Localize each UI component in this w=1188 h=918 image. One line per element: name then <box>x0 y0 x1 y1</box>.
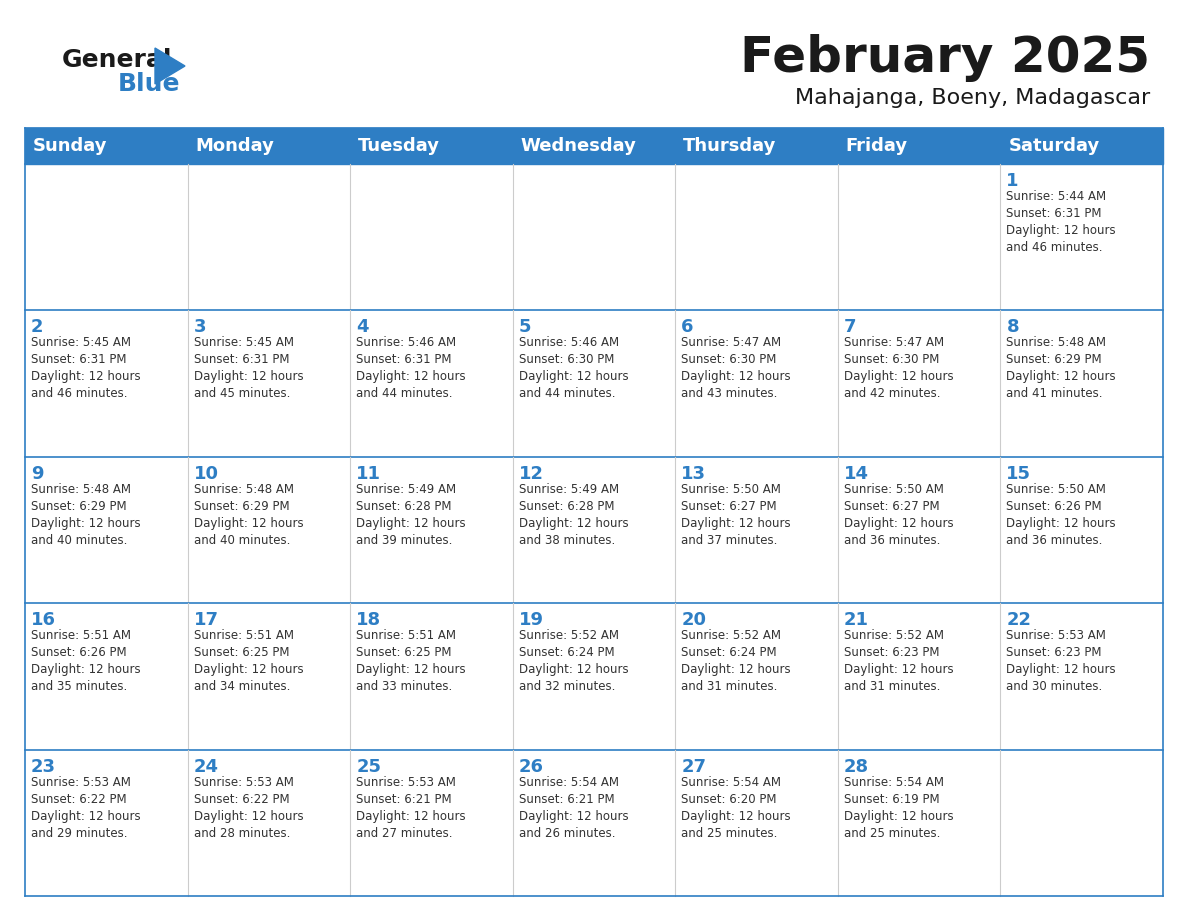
Text: Mahajanga, Boeny, Madagascar: Mahajanga, Boeny, Madagascar <box>795 88 1150 108</box>
Text: 4: 4 <box>356 319 368 336</box>
Text: 17: 17 <box>194 611 219 629</box>
Text: February 2025: February 2025 <box>740 34 1150 82</box>
Text: Sunrise: 5:47 AM
Sunset: 6:30 PM
Daylight: 12 hours
and 43 minutes.: Sunrise: 5:47 AM Sunset: 6:30 PM Dayligh… <box>681 336 791 400</box>
Text: 8: 8 <box>1006 319 1019 336</box>
Text: Sunrise: 5:51 AM
Sunset: 6:25 PM
Daylight: 12 hours
and 33 minutes.: Sunrise: 5:51 AM Sunset: 6:25 PM Dayligh… <box>356 629 466 693</box>
Text: Monday: Monday <box>196 137 274 155</box>
Text: 13: 13 <box>681 465 707 483</box>
Text: 22: 22 <box>1006 611 1031 629</box>
Text: Sunrise: 5:53 AM
Sunset: 6:21 PM
Daylight: 12 hours
and 27 minutes.: Sunrise: 5:53 AM Sunset: 6:21 PM Dayligh… <box>356 776 466 840</box>
Text: Sunrise: 5:54 AM
Sunset: 6:21 PM
Daylight: 12 hours
and 26 minutes.: Sunrise: 5:54 AM Sunset: 6:21 PM Dayligh… <box>519 776 628 840</box>
Text: Sunrise: 5:53 AM
Sunset: 6:22 PM
Daylight: 12 hours
and 28 minutes.: Sunrise: 5:53 AM Sunset: 6:22 PM Dayligh… <box>194 776 303 840</box>
Text: Blue: Blue <box>118 72 181 96</box>
Text: Sunrise: 5:52 AM
Sunset: 6:24 PM
Daylight: 12 hours
and 31 minutes.: Sunrise: 5:52 AM Sunset: 6:24 PM Dayligh… <box>681 629 791 693</box>
Bar <box>25 128 1163 164</box>
Text: 25: 25 <box>356 757 381 776</box>
Text: Sunrise: 5:45 AM
Sunset: 6:31 PM
Daylight: 12 hours
and 45 minutes.: Sunrise: 5:45 AM Sunset: 6:31 PM Dayligh… <box>194 336 303 400</box>
Text: Sunrise: 5:51 AM
Sunset: 6:26 PM
Daylight: 12 hours
and 35 minutes.: Sunrise: 5:51 AM Sunset: 6:26 PM Dayligh… <box>31 629 140 693</box>
Text: Sunrise: 5:44 AM
Sunset: 6:31 PM
Daylight: 12 hours
and 46 minutes.: Sunrise: 5:44 AM Sunset: 6:31 PM Dayligh… <box>1006 190 1116 254</box>
Text: 21: 21 <box>843 611 868 629</box>
Text: Wednesday: Wednesday <box>520 137 637 155</box>
Text: 1: 1 <box>1006 172 1019 190</box>
Text: Sunrise: 5:50 AM
Sunset: 6:27 PM
Daylight: 12 hours
and 36 minutes.: Sunrise: 5:50 AM Sunset: 6:27 PM Dayligh… <box>843 483 954 547</box>
Text: 12: 12 <box>519 465 544 483</box>
Text: 7: 7 <box>843 319 857 336</box>
Text: Saturday: Saturday <box>1009 137 1100 155</box>
Text: Sunrise: 5:48 AM
Sunset: 6:29 PM
Daylight: 12 hours
and 40 minutes.: Sunrise: 5:48 AM Sunset: 6:29 PM Dayligh… <box>194 483 303 547</box>
Text: General: General <box>62 48 172 72</box>
Text: Sunrise: 5:54 AM
Sunset: 6:19 PM
Daylight: 12 hours
and 25 minutes.: Sunrise: 5:54 AM Sunset: 6:19 PM Dayligh… <box>843 776 954 840</box>
Text: Friday: Friday <box>846 137 908 155</box>
Text: 20: 20 <box>681 611 707 629</box>
Text: 24: 24 <box>194 757 219 776</box>
Text: Sunrise: 5:48 AM
Sunset: 6:29 PM
Daylight: 12 hours
and 41 minutes.: Sunrise: 5:48 AM Sunset: 6:29 PM Dayligh… <box>1006 336 1116 400</box>
Text: 18: 18 <box>356 611 381 629</box>
Text: Sunrise: 5:49 AM
Sunset: 6:28 PM
Daylight: 12 hours
and 39 minutes.: Sunrise: 5:49 AM Sunset: 6:28 PM Dayligh… <box>356 483 466 547</box>
Text: 19: 19 <box>519 611 544 629</box>
Text: Sunrise: 5:53 AM
Sunset: 6:22 PM
Daylight: 12 hours
and 29 minutes.: Sunrise: 5:53 AM Sunset: 6:22 PM Dayligh… <box>31 776 140 840</box>
Text: 23: 23 <box>31 757 56 776</box>
Text: Sunrise: 5:52 AM
Sunset: 6:23 PM
Daylight: 12 hours
and 31 minutes.: Sunrise: 5:52 AM Sunset: 6:23 PM Dayligh… <box>843 629 954 693</box>
Text: Sunday: Sunday <box>33 137 107 155</box>
Text: Sunrise: 5:50 AM
Sunset: 6:27 PM
Daylight: 12 hours
and 37 minutes.: Sunrise: 5:50 AM Sunset: 6:27 PM Dayligh… <box>681 483 791 547</box>
Text: 3: 3 <box>194 319 206 336</box>
Text: 6: 6 <box>681 319 694 336</box>
Text: Tuesday: Tuesday <box>358 137 440 155</box>
Text: Sunrise: 5:47 AM
Sunset: 6:30 PM
Daylight: 12 hours
and 42 minutes.: Sunrise: 5:47 AM Sunset: 6:30 PM Dayligh… <box>843 336 954 400</box>
Text: Sunrise: 5:49 AM
Sunset: 6:28 PM
Daylight: 12 hours
and 38 minutes.: Sunrise: 5:49 AM Sunset: 6:28 PM Dayligh… <box>519 483 628 547</box>
Text: Sunrise: 5:51 AM
Sunset: 6:25 PM
Daylight: 12 hours
and 34 minutes.: Sunrise: 5:51 AM Sunset: 6:25 PM Dayligh… <box>194 629 303 693</box>
Text: Sunrise: 5:52 AM
Sunset: 6:24 PM
Daylight: 12 hours
and 32 minutes.: Sunrise: 5:52 AM Sunset: 6:24 PM Dayligh… <box>519 629 628 693</box>
Polygon shape <box>154 48 185 84</box>
Text: 27: 27 <box>681 757 707 776</box>
Text: 15: 15 <box>1006 465 1031 483</box>
Text: 14: 14 <box>843 465 868 483</box>
Text: 28: 28 <box>843 757 868 776</box>
Text: 2: 2 <box>31 319 44 336</box>
Text: Thursday: Thursday <box>683 137 777 155</box>
Text: 26: 26 <box>519 757 544 776</box>
Text: Sunrise: 5:46 AM
Sunset: 6:31 PM
Daylight: 12 hours
and 44 minutes.: Sunrise: 5:46 AM Sunset: 6:31 PM Dayligh… <box>356 336 466 400</box>
Text: Sunrise: 5:53 AM
Sunset: 6:23 PM
Daylight: 12 hours
and 30 minutes.: Sunrise: 5:53 AM Sunset: 6:23 PM Dayligh… <box>1006 629 1116 693</box>
Text: 11: 11 <box>356 465 381 483</box>
Text: 9: 9 <box>31 465 44 483</box>
Text: Sunrise: 5:48 AM
Sunset: 6:29 PM
Daylight: 12 hours
and 40 minutes.: Sunrise: 5:48 AM Sunset: 6:29 PM Dayligh… <box>31 483 140 547</box>
Text: 16: 16 <box>31 611 56 629</box>
Text: Sunrise: 5:46 AM
Sunset: 6:30 PM
Daylight: 12 hours
and 44 minutes.: Sunrise: 5:46 AM Sunset: 6:30 PM Dayligh… <box>519 336 628 400</box>
Text: 5: 5 <box>519 319 531 336</box>
Text: 10: 10 <box>194 465 219 483</box>
Text: Sunrise: 5:54 AM
Sunset: 6:20 PM
Daylight: 12 hours
and 25 minutes.: Sunrise: 5:54 AM Sunset: 6:20 PM Dayligh… <box>681 776 791 840</box>
Text: Sunrise: 5:50 AM
Sunset: 6:26 PM
Daylight: 12 hours
and 36 minutes.: Sunrise: 5:50 AM Sunset: 6:26 PM Dayligh… <box>1006 483 1116 547</box>
Text: Sunrise: 5:45 AM
Sunset: 6:31 PM
Daylight: 12 hours
and 46 minutes.: Sunrise: 5:45 AM Sunset: 6:31 PM Dayligh… <box>31 336 140 400</box>
